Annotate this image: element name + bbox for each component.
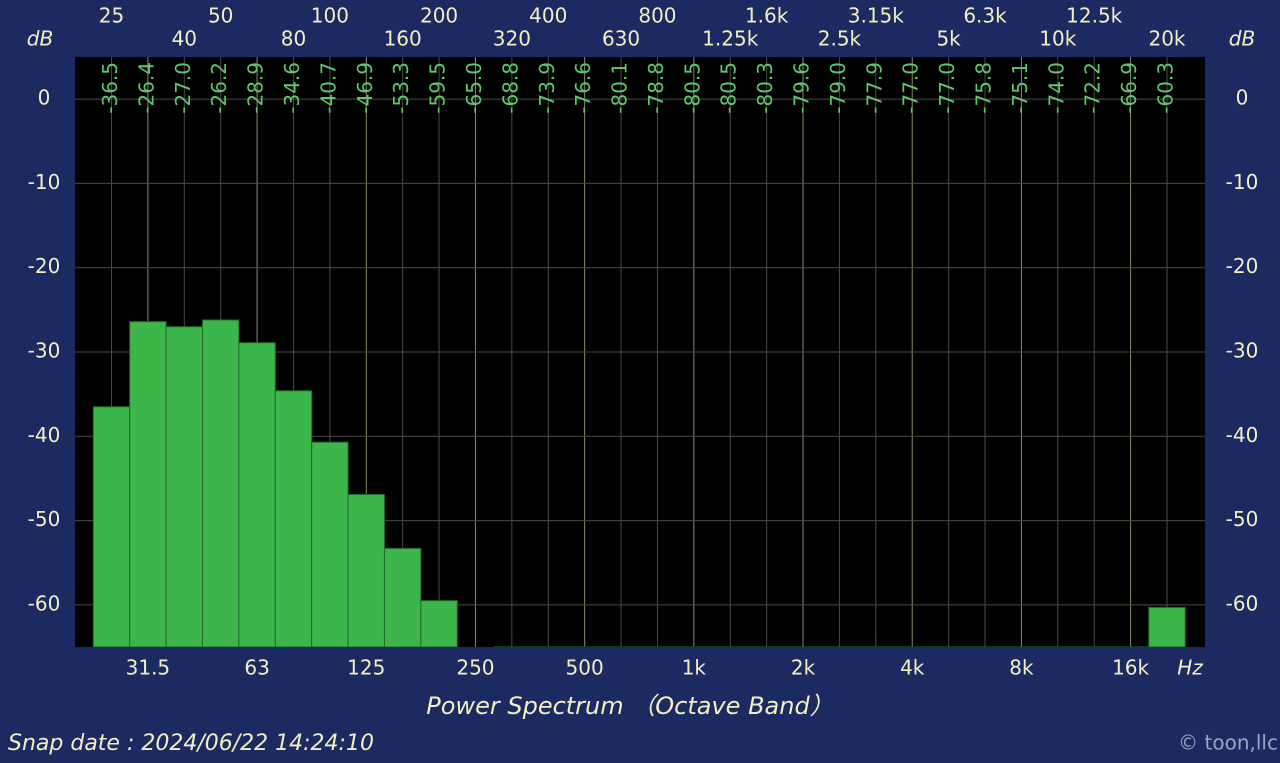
value-label: -65.0: [462, 62, 486, 114]
bar: [383, 547, 422, 647]
x-tick-label: 10k: [1039, 27, 1076, 51]
x-tick-label: 40: [172, 27, 197, 51]
y-tick-label-right: -30: [1226, 339, 1259, 363]
x-tick-label: 320: [493, 27, 531, 51]
value-label: -34.6: [280, 62, 304, 114]
value-label: -27.0: [171, 62, 195, 114]
value-label: -26.4: [134, 62, 158, 114]
x-tick-label: 31.5: [126, 656, 171, 680]
value-label: -59.5: [426, 62, 450, 114]
value-label: -80.3: [753, 62, 777, 114]
y-tick-label-right: -60: [1226, 591, 1259, 615]
y-tick-label-right: -50: [1226, 507, 1259, 531]
x-tick-label: 8k: [1009, 656, 1034, 680]
value-label: -28.9: [244, 62, 268, 114]
x-tick-label: 50: [208, 4, 233, 28]
value-label: -26.2: [207, 62, 231, 114]
x-tick-label: 400: [529, 4, 567, 28]
x-tick-label: 4k: [900, 656, 925, 680]
bar: [420, 600, 458, 647]
value-label: -68.8: [498, 62, 522, 114]
y-tick-label: -40: [28, 423, 61, 447]
x-tick-label: 20k: [1148, 27, 1185, 51]
y-tick-label-right: -10: [1226, 170, 1259, 194]
value-label: -78.8: [644, 62, 668, 114]
value-label: -77.0: [899, 62, 923, 114]
snap-date: Snap date : 2024/06/22 14:24:10: [8, 731, 374, 756]
x-tick-label: 630: [602, 27, 640, 51]
bar: [92, 406, 131, 647]
value-label: -75.1: [1008, 62, 1032, 114]
value-label: -66.9: [1117, 62, 1141, 114]
x-tick-label: 1.6k: [745, 4, 789, 28]
x-tick-label: 80: [281, 27, 306, 51]
bar: [165, 326, 203, 647]
value-label: -79.0: [826, 62, 850, 114]
x-unit: Hz: [1177, 656, 1203, 680]
value-label: -77.0: [935, 62, 959, 114]
y-tick-label: 0: [38, 86, 51, 110]
value-label: -75.8: [972, 62, 996, 114]
y-tick-label-right: -40: [1226, 423, 1259, 447]
plot: [75, 57, 1205, 647]
y-tick-label: -10: [28, 170, 61, 194]
bar: [311, 441, 349, 647]
value-label: -73.9: [535, 62, 559, 114]
x-tick-label: 800: [638, 4, 676, 28]
y-tick-label-right: 0: [1236, 86, 1249, 110]
x-tick-label: 2k: [791, 656, 816, 680]
value-label: -60.3: [1154, 62, 1178, 114]
x-tick-label: 125: [347, 656, 385, 680]
x-tick-label: 16k: [1112, 656, 1149, 680]
value-label: -80.1: [608, 62, 632, 114]
value-label: -76.6: [571, 62, 595, 114]
y-label-right: dB: [1229, 27, 1255, 51]
y-label-left: dB: [27, 27, 53, 51]
value-label: -79.6: [790, 62, 814, 114]
x-tick-label: 6.3k: [963, 4, 1007, 28]
bar: [129, 321, 167, 647]
value-label: -53.3: [389, 62, 413, 114]
value-label: -77.9: [862, 62, 886, 114]
value-label: -72.2: [1081, 62, 1105, 114]
bar: [238, 342, 276, 647]
x-tick-label: 3.15k: [848, 4, 905, 28]
value-label: -40.7: [316, 62, 340, 114]
y-tick-label: -20: [28, 254, 61, 278]
x-tick-label: 160: [384, 27, 422, 51]
x-tick-label: 200: [420, 4, 458, 28]
bar: [347, 493, 385, 647]
x-tick-label: 500: [566, 656, 604, 680]
bar: [274, 390, 313, 647]
y-tick-label: -30: [28, 339, 61, 363]
x-tick-label: 25: [99, 4, 124, 28]
x-tick-label: 100: [311, 4, 349, 28]
value-label: -46.9: [353, 62, 377, 114]
y-tick-label: -60: [28, 591, 61, 615]
value-label: -80.5: [717, 62, 741, 114]
value-label: -74.0: [1044, 62, 1068, 114]
y-tick-label: -50: [28, 507, 61, 531]
y-tick-label-right: -20: [1226, 254, 1259, 278]
bar: [201, 319, 240, 647]
value-label: -36.5: [98, 62, 122, 114]
x-tick-label: 12.5k: [1066, 4, 1123, 28]
x-label: Power Spectrum （Octave Band）: [426, 692, 833, 720]
x-tick-label: 63: [244, 656, 269, 680]
copyright: © toon,llc: [1178, 731, 1278, 755]
bar: [1148, 606, 1186, 647]
x-tick-label: 1k: [682, 656, 707, 680]
x-tick-label: 1.25k: [702, 27, 759, 51]
x-tick-label: 2.5k: [818, 27, 862, 51]
x-tick-label: 250: [456, 656, 494, 680]
x-tick-label: 5k: [936, 27, 961, 51]
value-label: -80.5: [680, 62, 704, 114]
